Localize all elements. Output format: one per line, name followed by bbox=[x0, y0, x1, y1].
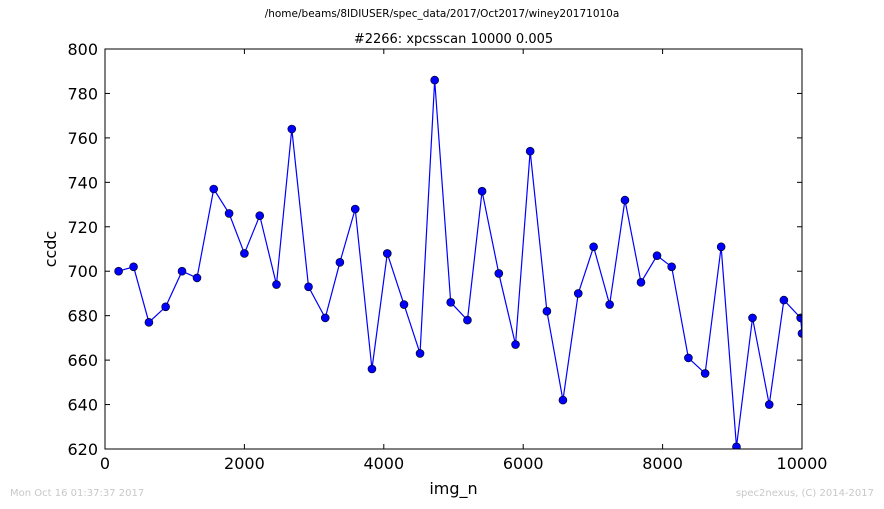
y-tick-label: 720 bbox=[67, 218, 98, 237]
data-point bbox=[525, 146, 535, 156]
data-point bbox=[209, 184, 219, 194]
data-point bbox=[716, 242, 726, 252]
data-point bbox=[399, 300, 409, 309]
axis-ticks: 0 2000 4000 6000 8000 10000 620 640 660 680 700 720… bbox=[67, 40, 827, 473]
data-point bbox=[558, 395, 568, 405]
x-tick-label: 0 bbox=[100, 454, 110, 473]
data-point bbox=[446, 298, 456, 307]
data-point bbox=[477, 186, 487, 196]
data-point bbox=[542, 306, 552, 316]
y-tick-label: 680 bbox=[67, 307, 98, 326]
data-point bbox=[350, 204, 360, 214]
x-axis-label: img_n bbox=[429, 479, 477, 499]
data-point bbox=[129, 262, 138, 272]
data-point bbox=[224, 209, 234, 218]
data-point bbox=[287, 124, 297, 134]
data-point bbox=[192, 273, 202, 283]
data-point bbox=[748, 313, 757, 323]
data-point bbox=[620, 195, 630, 205]
x-tick-label: 6000 bbox=[503, 454, 544, 473]
data-point bbox=[636, 278, 646, 287]
data-point bbox=[573, 289, 583, 298]
data-point bbox=[779, 295, 789, 305]
x-tick-label: 2000 bbox=[224, 454, 265, 473]
y-tick-label: 760 bbox=[67, 129, 98, 148]
y-tick-label: 780 bbox=[67, 84, 98, 103]
data-point bbox=[700, 369, 710, 378]
plot-marks bbox=[114, 75, 802, 449]
y-tick-label: 620 bbox=[67, 440, 98, 459]
data-point bbox=[605, 300, 614, 309]
chart-title: #2266: xpcsscan 10000 0.005 bbox=[354, 32, 553, 47]
data-point bbox=[652, 251, 662, 260]
data-point bbox=[684, 353, 693, 363]
data-point bbox=[797, 329, 802, 338]
x-tick-label: 10000 bbox=[777, 454, 828, 473]
footer-timestamp: Mon Oct 16 01:37:37 2017 bbox=[10, 488, 145, 499]
data-point bbox=[272, 280, 281, 289]
data-point bbox=[589, 242, 598, 252]
data-point bbox=[335, 258, 345, 267]
plot-frame bbox=[104, 48, 803, 450]
data-point bbox=[114, 266, 123, 276]
data-point bbox=[177, 266, 187, 276]
data-point bbox=[255, 211, 265, 220]
y-axis-label: ccdc bbox=[41, 231, 60, 268]
data-point bbox=[320, 313, 330, 323]
data-point bbox=[367, 364, 377, 374]
data-point bbox=[732, 442, 741, 449]
y-tick-label: 640 bbox=[67, 396, 98, 415]
data-point bbox=[494, 269, 504, 278]
x-tick-label: 4000 bbox=[363, 454, 404, 473]
x-tick-label: 8000 bbox=[642, 454, 683, 473]
data-point bbox=[382, 249, 392, 258]
data-point bbox=[240, 249, 249, 258]
series-line bbox=[118, 80, 802, 447]
data-point bbox=[144, 318, 154, 327]
data-point bbox=[667, 262, 676, 272]
data-point bbox=[161, 302, 170, 312]
data-point bbox=[764, 400, 774, 409]
data-point bbox=[430, 75, 439, 85]
data-point bbox=[415, 349, 425, 358]
footer-credit: spec2nexus, (C) 2014-2017 bbox=[735, 488, 874, 499]
y-tick-label: 800 bbox=[67, 40, 98, 59]
y-tick-label: 740 bbox=[67, 173, 98, 192]
y-tick-label: 660 bbox=[67, 351, 98, 370]
data-point bbox=[511, 340, 520, 349]
y-tick-label: 700 bbox=[67, 262, 98, 281]
file-path-title: /home/beams/8IDIUSER/spec_data/2017/Oct2… bbox=[264, 8, 620, 20]
data-point bbox=[463, 315, 472, 325]
data-point bbox=[796, 313, 802, 323]
data-point bbox=[304, 282, 313, 292]
